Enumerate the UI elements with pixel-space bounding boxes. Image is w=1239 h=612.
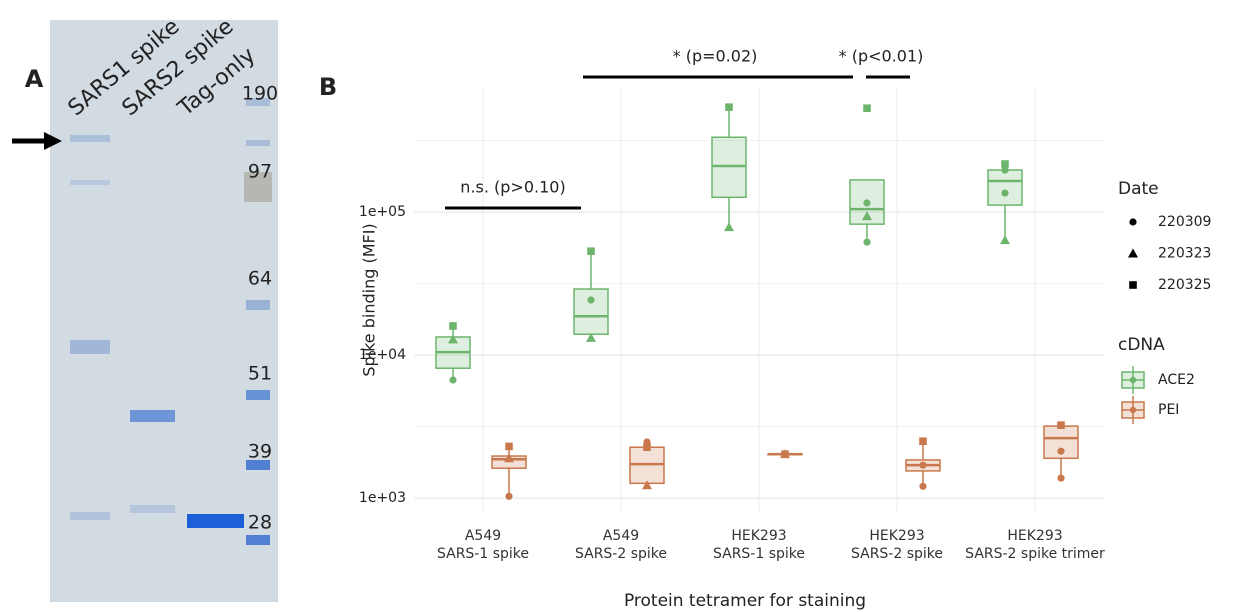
annotation: n.s. (p>0.10): [460, 178, 565, 197]
box: [492, 444, 526, 496]
marker-label: 97: [248, 161, 272, 183]
legend-key: [1130, 407, 1136, 413]
x-tick-label: HEK293 SARS-1 spike: [679, 527, 839, 563]
point: [863, 239, 870, 246]
x-tick-label: A549 SARS-2 spike: [541, 527, 701, 563]
point: [505, 443, 513, 451]
legend-label: PEI: [1158, 402, 1179, 418]
point: [781, 450, 789, 458]
box: [574, 251, 608, 338]
panel-label: A: [25, 65, 44, 93]
x-axis-title: Protein tetramer for staining: [624, 591, 866, 611]
point: [863, 104, 871, 112]
legend-label: 220323: [1158, 246, 1211, 262]
y-tick-label: 1e+05: [359, 204, 406, 220]
point: [725, 103, 733, 111]
marker-label: 39: [248, 441, 272, 463]
box: [712, 107, 746, 227]
marker-label: 64: [248, 268, 272, 290]
box: [988, 164, 1022, 240]
legend-label: ACE2: [1158, 372, 1195, 388]
point: [919, 437, 927, 445]
y-tick-label: 1e+04: [359, 347, 406, 363]
point: [505, 493, 512, 500]
point: [587, 247, 595, 255]
chart: A B Spike binding (MFI) Protein tetramer…: [0, 0, 1239, 612]
point: [1057, 448, 1064, 455]
point: [919, 483, 926, 490]
legend-title: Date: [1118, 179, 1159, 199]
x-tick-label: A549 SARS-1 spike: [403, 527, 563, 563]
box-body: [574, 289, 608, 334]
legend-key: [1128, 249, 1138, 258]
x-tick-label: HEK293 SARS-2 spike: [817, 527, 977, 563]
box: [436, 326, 470, 380]
marker-label: 28: [248, 512, 272, 534]
point: [1000, 235, 1010, 244]
point: [587, 296, 594, 303]
legend-key: [1129, 218, 1136, 225]
point: [449, 322, 457, 330]
y-tick-label: 1e+03: [359, 490, 406, 506]
box-body: [988, 170, 1022, 205]
point: [1057, 475, 1064, 482]
figure: A B Spike binding (MFI) Protein tetramer…: [0, 0, 1239, 612]
point: [643, 443, 651, 451]
annotation: * (p=0.02): [673, 47, 758, 66]
point: [724, 222, 734, 231]
legend-label: 220325: [1158, 277, 1211, 293]
marker-label: 190: [242, 83, 278, 105]
legend-key: [1129, 281, 1137, 289]
point: [449, 376, 456, 383]
box: [850, 180, 884, 242]
annotation: * (p<0.01): [839, 47, 924, 66]
point: [1001, 189, 1008, 196]
point: [919, 462, 926, 469]
legend-key: [1130, 377, 1136, 383]
panel-label: B: [319, 73, 337, 101]
x-tick-label: HEK293 SARS-2 spike trimer: [955, 527, 1115, 563]
legend-label: 220309: [1158, 214, 1211, 230]
point: [1057, 421, 1065, 429]
legend-title: cDNA: [1118, 335, 1165, 355]
point: [1001, 160, 1009, 168]
point: [863, 199, 870, 206]
marker-label: 51: [248, 363, 272, 385]
